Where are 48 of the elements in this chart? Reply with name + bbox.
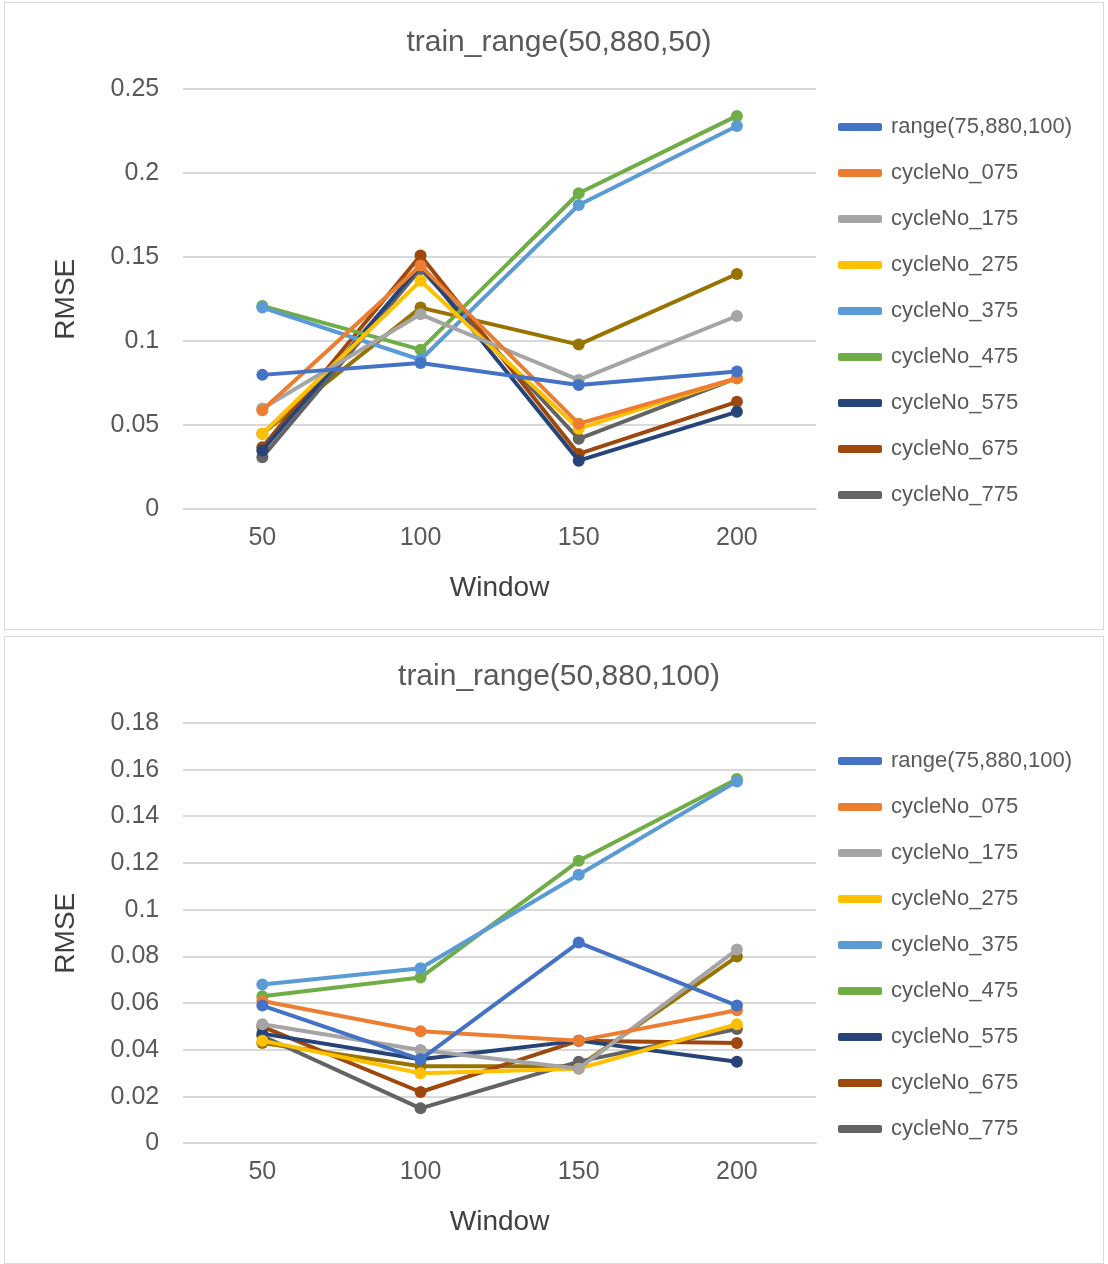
y-axis-title: RMSE [48, 892, 80, 974]
y-axis-title: RMSE [48, 258, 80, 340]
x-tick-label: 50 [248, 522, 277, 551]
legend-label: cycleNo_675 [891, 435, 1019, 461]
legend-label: range(75,880,100) [891, 747, 1073, 773]
legend-label: cycleNo_075 [891, 159, 1019, 185]
legend-label: cycleNo_675 [891, 1069, 1019, 1095]
legend-label: cycleNo_275 [891, 251, 1019, 277]
legend-label: cycleNo_275 [891, 885, 1019, 911]
legend-label: cycleNo_375 [891, 931, 1019, 957]
x-tick-label: 200 [716, 1156, 758, 1185]
x-tick-label: 100 [399, 522, 442, 551]
legend-label: cycleNo_775 [891, 1115, 1019, 1141]
y-tick-label: 0.14 [110, 800, 160, 829]
legend-label: cycleNo_575 [891, 389, 1019, 415]
y-tick-label: 0 [145, 493, 160, 522]
legend-label: cycleNo_475 [891, 343, 1019, 369]
y-tick-label: 0.1 [124, 325, 160, 354]
legend-label: cycleNo_075 [891, 793, 1019, 819]
chart-title: train_range(50,880,50) [406, 24, 712, 58]
legend-label: cycleNo_375 [891, 297, 1019, 323]
y-tick-label: 0.08 [110, 940, 160, 969]
x-tick-label: 100 [399, 1156, 442, 1185]
legend-label: cycleNo_575 [891, 1023, 1019, 1049]
legend-label: cycleNo_175 [891, 205, 1019, 231]
x-axis-title: Window [449, 1204, 551, 1236]
y-tick-label: 0.12 [110, 847, 160, 876]
chart-title: train_range(50,880,100) [398, 658, 720, 692]
legend-label: cycleNo_475 [891, 977, 1019, 1003]
y-tick-label: 0.02 [110, 1080, 160, 1109]
legend-label: range(75,880,100) [891, 113, 1073, 139]
x-tick-label: 200 [716, 522, 758, 551]
y-tick-label: 0 [145, 1127, 160, 1156]
x-tick-label: 150 [557, 1156, 600, 1185]
legend-label: cycleNo_175 [891, 839, 1019, 865]
x-axis-title: Window [449, 570, 551, 602]
y-tick-label: 0.04 [110, 1033, 160, 1062]
y-tick-label: 0.25 [110, 72, 160, 101]
y-tick-label: 0.1 [124, 893, 160, 922]
y-tick-label: 0.05 [110, 409, 160, 438]
y-tick-label: 0.15 [110, 241, 160, 270]
x-tick-label: 150 [557, 522, 600, 551]
y-tick-label: 0.18 [110, 706, 160, 735]
x-tick-label: 50 [248, 1156, 277, 1185]
y-tick-label: 0.2 [124, 156, 160, 185]
y-tick-label: 0.06 [110, 987, 160, 1016]
y-tick-label: 0.16 [110, 753, 160, 782]
legend-label: cycleNo_775 [891, 481, 1019, 507]
